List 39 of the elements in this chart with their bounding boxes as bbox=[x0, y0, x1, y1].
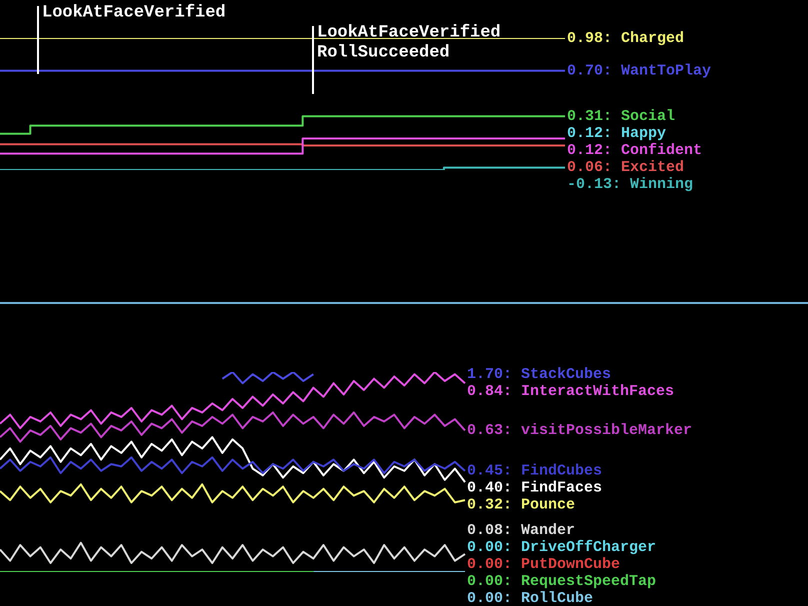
text: Confident bbox=[621, 142, 702, 160]
data-label: 0.08: bbox=[467, 522, 512, 539]
text: FindFaces bbox=[521, 480, 602, 497]
text: 1.70: bbox=[467, 366, 512, 384]
annotation: LookAtFaceVerified bbox=[317, 23, 501, 42]
data-label: 0.12: bbox=[567, 142, 612, 160]
text: WantToPlay bbox=[621, 62, 712, 80]
text: LookAtFaceVerified bbox=[42, 3, 226, 22]
text: visitPossibleMarker bbox=[521, 422, 692, 440]
text: Excited bbox=[621, 159, 684, 176]
data-label: 0.31: bbox=[567, 108, 612, 126]
text: Winning bbox=[630, 176, 694, 194]
data-label: 0.00: bbox=[467, 590, 512, 606]
text: Pounce bbox=[521, 496, 576, 514]
text: RequestSpeedTap bbox=[521, 572, 656, 590]
data-label: 0.84: bbox=[467, 383, 512, 400]
text: InteractWithFaces bbox=[521, 383, 674, 400]
data-label: 0.98: bbox=[567, 30, 612, 47]
data-label: -0.13: bbox=[567, 176, 622, 194]
legend-label: PutDownCube bbox=[521, 556, 620, 573]
text: FindCubes bbox=[521, 462, 602, 480]
text: 0.00: bbox=[467, 572, 512, 590]
data-label: 0.40: bbox=[467, 480, 512, 497]
text: RollCube bbox=[521, 590, 594, 606]
legend-label: DriveOffCharger bbox=[521, 538, 656, 556]
annotation: RollSucceeded bbox=[317, 43, 450, 62]
data-label: 0.70: bbox=[567, 62, 612, 80]
text: 0.00: bbox=[467, 556, 512, 573]
data-label: 0.32: bbox=[467, 496, 512, 514]
text: StackCubes bbox=[521, 366, 612, 384]
legend-label: Happy bbox=[621, 125, 666, 142]
text: 0.00: bbox=[467, 538, 512, 556]
text: Wander bbox=[521, 522, 576, 539]
data-label: 0.06: bbox=[567, 159, 612, 176]
text: 0.12: bbox=[567, 125, 612, 142]
data-label: 0.63: bbox=[467, 422, 512, 440]
text: Charged bbox=[621, 30, 684, 47]
data-label: 0.45: bbox=[467, 462, 512, 480]
text: Social bbox=[621, 108, 676, 126]
